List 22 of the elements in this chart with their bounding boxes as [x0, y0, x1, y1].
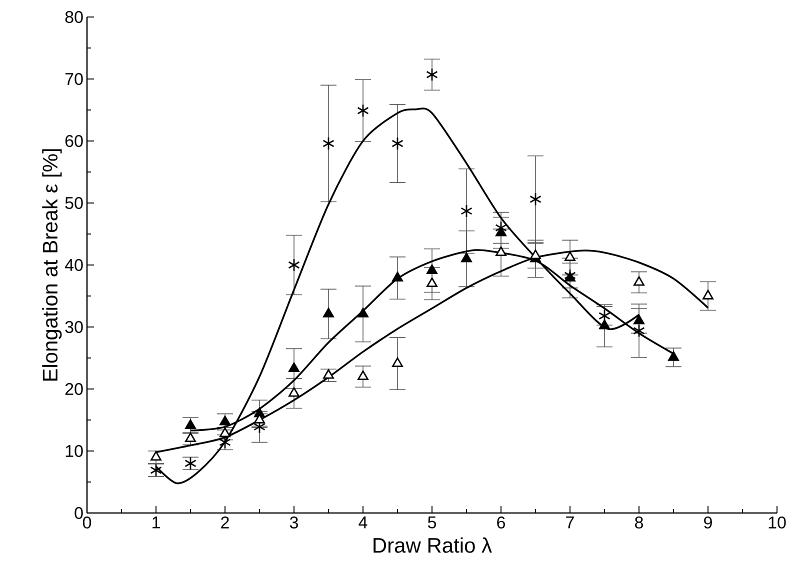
y-tick-label: 30 — [65, 320, 83, 334]
x-axis-title: Draw Ratio λ — [374, 537, 492, 553]
x-tick-label: 8 — [635, 516, 643, 529]
x-tick-label: 1 — [152, 516, 160, 528]
y-tick-label: 40 — [64, 258, 83, 272]
x-tick-label: 10 — [768, 516, 786, 529]
y-tick-label: 50 — [65, 196, 83, 210]
y-axis-title: Elongation at Break ε [%] — [42, 149, 62, 381]
y-tick-label: 20 — [65, 382, 83, 396]
y-tick-label: 70 — [65, 72, 83, 86]
x-tick-label: 2 — [221, 516, 229, 528]
x-tick-label: 4 — [358, 516, 368, 528]
x-tick-label: 9 — [704, 516, 712, 529]
x-tick-label: 0 — [82, 516, 92, 529]
y-tick-label: 60 — [65, 134, 83, 148]
x-tick-label: 6 — [497, 516, 505, 529]
x-tick-label: 5 — [428, 516, 436, 528]
x-tick-label: 3 — [290, 516, 298, 529]
y-tick-label: 0 — [74, 506, 83, 520]
y-tick-label: 10 — [66, 444, 83, 458]
y-tick-label: 80 — [65, 10, 83, 24]
x-tick-label: 7 — [566, 516, 574, 528]
